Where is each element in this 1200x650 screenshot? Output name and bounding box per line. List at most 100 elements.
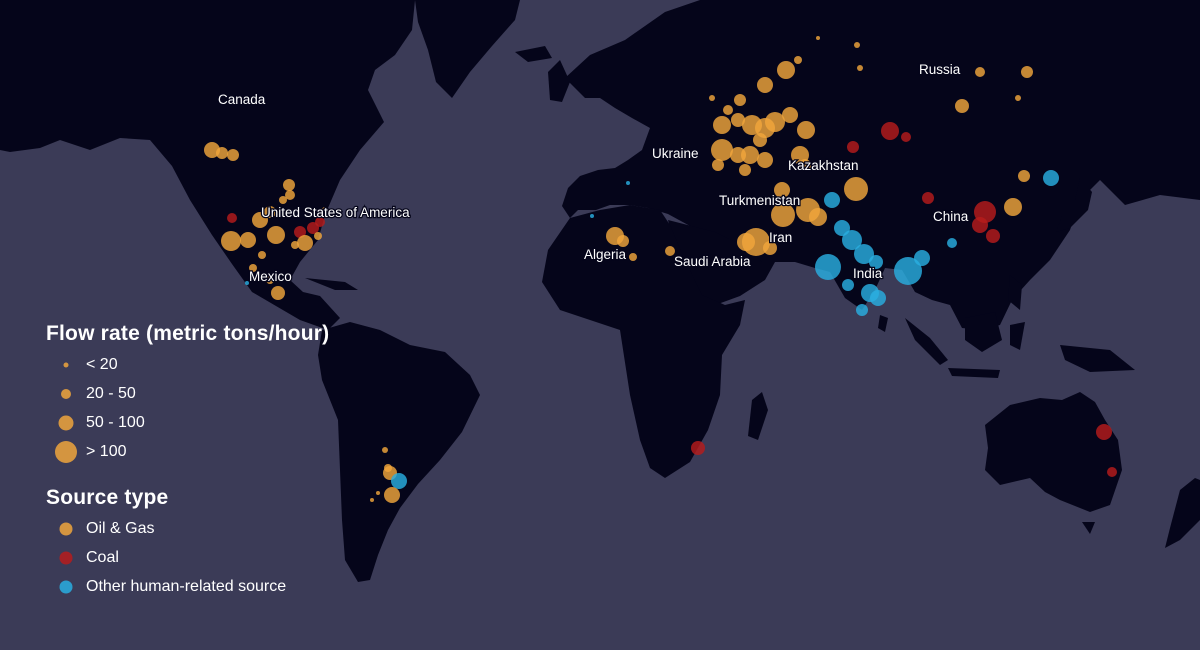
orange-circle-icon	[59, 522, 73, 535]
oil-gas-marker	[665, 246, 675, 256]
land-madagascar	[748, 392, 768, 440]
flow-rate-class-label: < 20	[86, 355, 118, 373]
source-type-legend-title: Source type	[46, 486, 169, 509]
other-source-marker	[856, 304, 868, 316]
coal-marker	[847, 141, 859, 153]
label-india: India	[853, 266, 883, 281]
oil-gas-marker	[252, 212, 268, 228]
oil-gas-marker	[314, 232, 322, 240]
land-sulawesi	[1010, 322, 1025, 350]
oil-gas-marker	[782, 107, 798, 123]
oil-gas-marker	[266, 276, 274, 284]
oil-gas-marker	[765, 112, 785, 132]
oil-gas-marker	[753, 133, 767, 147]
oil-gas-marker	[617, 235, 629, 247]
oil-gas-marker	[279, 196, 287, 204]
land-new-guinea	[1060, 345, 1135, 372]
source-type-oil-gas: Oil & Gas	[46, 514, 329, 543]
land-tasmania	[1082, 522, 1095, 534]
flow-size-icon-1	[63, 362, 69, 367]
label-turkmenistan: Turkmenistan	[719, 193, 800, 208]
oil-gas-marker	[734, 94, 746, 106]
oil-gas-marker	[975, 67, 985, 77]
oil-gas-marker	[774, 182, 790, 198]
other-source-marker	[894, 257, 922, 285]
oil-gas-marker	[384, 487, 400, 503]
coal-marker	[972, 217, 988, 233]
oil-gas-marker	[799, 159, 811, 171]
source-type-label: Other human-related source	[86, 577, 287, 595]
coal-marker	[901, 132, 911, 142]
source-type-label: Oil & Gas	[86, 519, 155, 537]
oil-gas-marker	[297, 235, 313, 251]
oil-gas-marker	[264, 206, 276, 218]
oil-gas-marker	[227, 149, 239, 161]
label-ukraine: Ukraine	[652, 146, 699, 161]
other-source-marker	[815, 254, 841, 280]
oil-gas-marker	[771, 203, 795, 227]
label-canada: Canada	[218, 92, 266, 107]
oil-gas-marker	[711, 139, 733, 161]
other-source-marker	[590, 214, 594, 218]
flow-rate-class-50-100: 50 - 100	[46, 408, 329, 437]
oil-gas-marker	[322, 207, 328, 213]
land-philippines	[1008, 275, 1022, 310]
land-australia	[985, 392, 1122, 512]
flow-rate-class-label: > 100	[86, 442, 127, 460]
other-source-marker	[914, 250, 930, 266]
oil-gas-marker	[258, 251, 266, 259]
label-kazakhstan: Kazakhstan	[788, 158, 859, 173]
other-source-marker	[842, 279, 854, 291]
other-source-marker	[870, 290, 886, 306]
oil-gas-marker	[1018, 170, 1030, 182]
flow-rate-class-lt20: < 20	[46, 350, 329, 379]
map-legend: Flow rate (metric tons/hour) < 20 20 - 5…	[46, 322, 329, 611]
source-type-other: Other human-related source	[46, 572, 329, 601]
source-type-legend: Source type Oil & Gas Coal Other human-r…	[46, 486, 329, 601]
land-britain	[548, 60, 570, 102]
source-type-label: Coal	[86, 548, 119, 566]
oil-gas-marker	[271, 286, 285, 300]
coal-marker	[227, 213, 237, 223]
oil-gas-marker	[731, 113, 745, 127]
land-japan	[1056, 178, 1092, 232]
other-source-marker	[391, 473, 407, 489]
oil-gas-marker	[712, 159, 724, 171]
oil-gas-marker	[809, 208, 827, 226]
land-borneo	[965, 312, 1002, 352]
oil-gas-marker	[221, 231, 241, 251]
oil-gas-marker	[757, 77, 773, 93]
land-java	[948, 368, 1000, 378]
coal-marker	[881, 122, 899, 140]
oil-gas-marker	[204, 142, 220, 158]
coal-marker	[1096, 424, 1112, 440]
label-saudi-arabia: Saudi Arabia	[674, 254, 751, 269]
label-algeria: Algeria	[584, 247, 627, 262]
land-sumatra	[905, 318, 948, 365]
oil-gas-marker	[955, 99, 969, 113]
oil-gas-marker	[216, 147, 228, 159]
other-source-marker	[245, 281, 249, 285]
oil-gas-marker	[285, 190, 295, 200]
source-type-coal: Coal	[46, 543, 329, 572]
oil-gas-marker	[794, 56, 802, 64]
oil-gas-marker	[737, 233, 755, 251]
other-source-marker	[869, 255, 883, 269]
land-south-america	[318, 322, 480, 582]
flow-rate-legend: Flow rate (metric tons/hour) < 20 20 - 5…	[46, 322, 329, 466]
oil-gas-marker	[370, 498, 374, 502]
oil-gas-marker	[713, 116, 731, 134]
oil-gas-marker	[777, 61, 795, 79]
other-source-marker	[824, 192, 840, 208]
flow-size-icon-4	[55, 440, 77, 463]
label-russia: Russia	[919, 62, 961, 77]
oil-gas-marker	[382, 447, 388, 453]
coal-marker	[315, 217, 325, 227]
oil-gas-marker	[857, 65, 863, 71]
oil-gas-marker	[267, 226, 285, 244]
blue-circle-icon	[59, 580, 73, 593]
oil-gas-marker	[291, 241, 299, 249]
oil-gas-marker	[1015, 95, 1021, 101]
oil-gas-marker	[1021, 66, 1033, 78]
